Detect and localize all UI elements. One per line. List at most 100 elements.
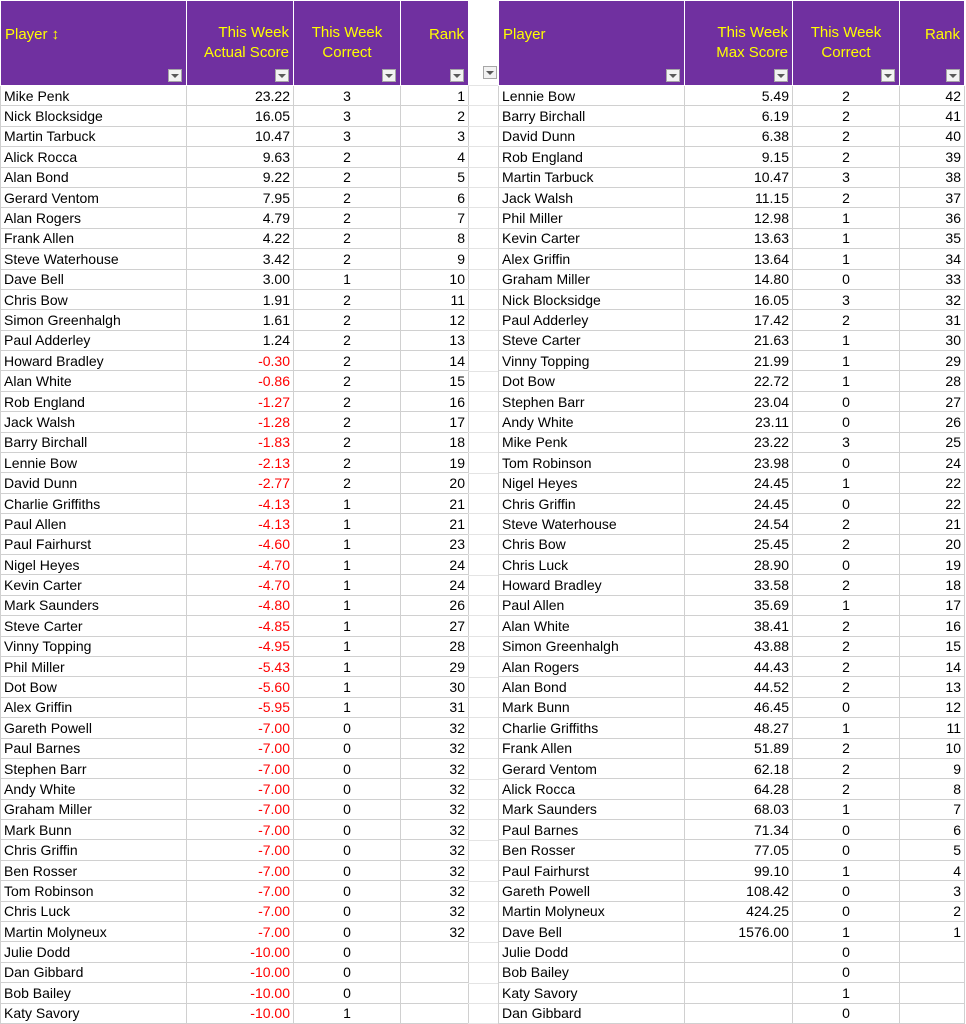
cell-player[interactable]: Julie Dodd — [0, 941, 187, 963]
table-row[interactable]: Dave Bell 1576.00 1 1 — [498, 921, 965, 943]
table-row[interactable]: Mark Saunders -4.80 1 26 — [0, 594, 469, 617]
cell-rank[interactable]: 41 — [899, 105, 965, 127]
cell-rank[interactable]: 25 — [899, 431, 965, 454]
cell-rank[interactable]: 30 — [400, 676, 469, 698]
table-row[interactable]: Steve Carter 21.63 1 30 — [498, 329, 965, 352]
cell-player[interactable]: Chris Griffin — [498, 492, 685, 515]
cell-rank[interactable]: 24 — [400, 574, 469, 596]
cell-correct[interactable]: 0 — [293, 900, 401, 923]
header-max-score[interactable]: This Week Max Score — [684, 0, 793, 86]
cell-player[interactable]: Simon Greenhalgh — [0, 309, 187, 331]
cell-player[interactable]: Kevin Carter — [0, 574, 187, 596]
cell-score[interactable]: -4.13 — [186, 492, 294, 515]
cell-score[interactable]: -0.86 — [186, 370, 294, 392]
cell-correct[interactable]: 0 — [792, 839, 900, 861]
filter-dropdown-icon[interactable] — [483, 66, 497, 79]
table-row[interactable]: David Dunn -2.77 2 20 — [0, 472, 469, 494]
cell-rank[interactable]: 5 — [899, 839, 965, 861]
table-row[interactable]: Bob Bailey -10.00 0 — [0, 982, 469, 1004]
cell-correct[interactable]: 1 — [792, 370, 900, 392]
filter-dropdown-icon[interactable] — [666, 69, 680, 82]
cell-rank[interactable]: 9 — [899, 757, 965, 780]
cell-rank[interactable]: 1 — [899, 921, 965, 943]
cell-player[interactable]: Martin Tarbuck — [498, 166, 685, 188]
cell-score[interactable]: 17.42 — [684, 309, 793, 331]
cell-score[interactable]: 64.28 — [684, 778, 793, 800]
header-player[interactable]: Player ↕ — [0, 0, 187, 86]
cell-score[interactable]: -7.00 — [186, 900, 294, 923]
table-row[interactable]: Paul Allen 35.69 1 17 — [498, 594, 965, 617]
cell-correct[interactable]: 2 — [293, 207, 401, 229]
cell-player[interactable]: Nick Blocksidge — [0, 105, 187, 127]
cell-rank[interactable]: 31 — [899, 309, 965, 331]
cell-player[interactable]: Martin Tarbuck — [0, 125, 187, 148]
cell-player[interactable]: Chris Bow — [498, 533, 685, 555]
cell-correct[interactable]: 2 — [293, 431, 401, 454]
cell-score[interactable]: -7.00 — [186, 717, 294, 739]
table-row[interactable]: Lennie Bow -2.13 2 19 — [0, 452, 469, 474]
cell-rank[interactable]: 32 — [400, 839, 469, 861]
cell-rank[interactable]: 2 — [899, 900, 965, 923]
cell-rank[interactable]: 27 — [899, 390, 965, 413]
cell-rank[interactable]: 1 — [400, 84, 469, 107]
cell-player[interactable]: Paul Adderley — [498, 309, 685, 331]
cell-player[interactable]: Lennie Bow — [498, 84, 685, 107]
cell-rank[interactable]: 2 — [400, 105, 469, 127]
cell-score[interactable] — [684, 961, 793, 984]
table-row[interactable]: Stephen Barr -7.00 0 32 — [0, 757, 469, 780]
filter-dropdown-icon[interactable] — [946, 69, 960, 82]
cell-player[interactable]: Nigel Heyes — [498, 472, 685, 494]
cell-score[interactable]: -4.13 — [186, 513, 294, 535]
cell-correct[interactable]: 2 — [792, 186, 900, 209]
cell-score[interactable]: 24.45 — [684, 492, 793, 515]
cell-player[interactable]: Alan Rogers — [498, 655, 685, 678]
cell-player[interactable]: Alan Bond — [0, 166, 187, 188]
table-row[interactable]: Mark Bunn -7.00 0 32 — [0, 819, 469, 841]
table-row[interactable]: Bob Bailey 0 — [498, 961, 965, 984]
filter-dropdown-icon[interactable] — [275, 69, 289, 82]
cell-rank[interactable]: 29 — [899, 350, 965, 372]
cell-rank[interactable]: 10 — [400, 268, 469, 290]
table-row[interactable]: Mike Penk 23.22 3 1 — [0, 84, 469, 107]
cell-correct[interactable]: 0 — [293, 839, 401, 861]
cell-correct[interactable]: 0 — [293, 961, 401, 984]
cell-correct[interactable]: 1 — [792, 227, 900, 250]
cell-rank[interactable]: 32 — [400, 717, 469, 739]
cell-score[interactable]: 23.98 — [684, 452, 793, 474]
cell-score[interactable]: 21.99 — [684, 350, 793, 372]
cell-correct[interactable]: 0 — [293, 819, 401, 841]
cell-correct[interactable]: 3 — [792, 288, 900, 311]
cell-rank[interactable]: 37 — [899, 186, 965, 209]
cell-correct[interactable]: 1 — [792, 921, 900, 943]
cell-player[interactable]: Charlie Griffiths — [0, 492, 187, 515]
cell-rank[interactable]: 32 — [400, 778, 469, 800]
cell-correct[interactable]: 2 — [293, 248, 401, 270]
cell-score[interactable]: 6.38 — [684, 125, 793, 148]
cell-correct[interactable]: 2 — [293, 186, 401, 209]
cell-correct[interactable]: 1 — [792, 472, 900, 494]
cell-correct[interactable]: 1 — [293, 574, 401, 596]
cell-rank[interactable] — [899, 982, 965, 1004]
table-row[interactable]: Julie Dodd -10.00 0 — [0, 941, 469, 963]
cell-correct[interactable]: 0 — [293, 859, 401, 882]
table-row[interactable]: Nigel Heyes -4.70 1 24 — [0, 553, 469, 576]
cell-score[interactable] — [684, 941, 793, 963]
cell-score[interactable]: 38.41 — [684, 615, 793, 637]
cell-correct[interactable]: 1 — [792, 982, 900, 1004]
table-row[interactable]: Howard Bradley -0.30 2 14 — [0, 350, 469, 372]
cell-rank[interactable] — [400, 1002, 469, 1024]
cell-rank[interactable]: 35 — [899, 227, 965, 250]
cell-score[interactable]: 44.43 — [684, 655, 793, 678]
table-row[interactable]: Alick Rocca 64.28 2 8 — [498, 778, 965, 800]
cell-correct[interactable]: 1 — [792, 717, 900, 739]
table-row[interactable]: Dot Bow 22.72 1 28 — [498, 370, 965, 392]
cell-score[interactable]: 23.22 — [684, 431, 793, 454]
cell-correct[interactable]: 2 — [293, 350, 401, 372]
cell-rank[interactable]: 32 — [899, 288, 965, 311]
cell-score[interactable]: 1.91 — [186, 288, 294, 311]
table-row[interactable]: Paul Fairhurst -4.60 1 23 — [0, 533, 469, 555]
cell-player[interactable]: Alex Griffin — [498, 248, 685, 270]
cell-player[interactable]: Martin Molyneux — [498, 900, 685, 923]
cell-player[interactable]: Lennie Bow — [0, 452, 187, 474]
cell-score[interactable]: -5.95 — [186, 696, 294, 719]
